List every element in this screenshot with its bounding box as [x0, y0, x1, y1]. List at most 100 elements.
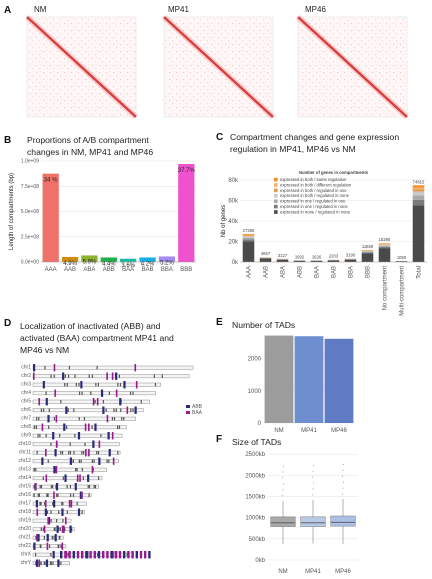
- cytoband: [115, 408, 117, 412]
- chrx-region: [114, 551, 117, 559]
- cytoband: [91, 374, 93, 378]
- baa-region: [98, 440, 101, 448]
- panel-d-karyotype: chr1 chr2 chr3 chr4 chr5 chr6 chr7 chr8 chr9 chr1…: [18, 364, 203, 567]
- cytoband: [72, 459, 74, 463]
- cytoband: [95, 383, 97, 387]
- abb-region: [69, 457, 72, 465]
- cytoband: [140, 400, 142, 404]
- panel-e-title: Number of TADs: [232, 320, 295, 330]
- cytoband: [53, 527, 55, 531]
- chromosome-label: chr4: [21, 390, 31, 396]
- cytoband: [75, 383, 77, 387]
- abb-region: [53, 500, 56, 508]
- cytoband: [81, 510, 83, 514]
- x-tick-label: AAB: [264, 266, 270, 278]
- abb-region: [107, 432, 110, 440]
- heatmap-mp41-label: MP41: [168, 5, 189, 14]
- cytoband: [62, 476, 64, 480]
- chrx-region: [106, 551, 109, 559]
- cytoband: [59, 434, 61, 438]
- x-tick-label: BAB: [142, 267, 154, 273]
- cytoband: [64, 374, 66, 378]
- x-tick-label: BBA: [161, 267, 173, 273]
- chromosome-label: chrX: [21, 552, 32, 558]
- cytoband: [40, 408, 43, 412]
- chromosome-ideogram: [32, 399, 150, 404]
- cytoband: [54, 527, 56, 531]
- cytoband: [88, 485, 91, 489]
- cytoband: [58, 544, 60, 548]
- cytoband: [88, 493, 90, 497]
- panel-d-title-line3: MP46 vs NM: [20, 345, 69, 355]
- y-tick-label: 7.5e+08: [21, 184, 39, 190]
- cytoband: [60, 561, 62, 565]
- chrx-region: [131, 551, 134, 559]
- cytoband: [39, 485, 41, 489]
- legend-label: expressed in both / regulated in one: [280, 188, 347, 193]
- cytoband: [64, 383, 66, 387]
- cytoband: [50, 485, 52, 489]
- bar: [294, 336, 324, 423]
- baa-region: [111, 372, 114, 380]
- cytoband: [36, 417, 38, 421]
- chromosome-ideogram: [32, 374, 190, 379]
- abb-region: [52, 551, 55, 559]
- y-tick-label: 20k: [228, 240, 239, 246]
- chrx-region: [102, 551, 105, 559]
- baa-region: [85, 449, 87, 457]
- baa-region: [55, 440, 58, 448]
- bar-segment: [344, 259, 357, 262]
- bar-total-label: 18295: [379, 237, 391, 242]
- chromosome-label: chr9: [21, 433, 31, 439]
- bar-segment: [412, 195, 425, 200]
- cytoband: [69, 442, 71, 446]
- cytoband: [43, 536, 46, 540]
- baa-region: [47, 517, 49, 525]
- abb-region: [115, 372, 118, 380]
- cytoband: [44, 366, 46, 370]
- cytoband: [67, 553, 69, 557]
- bar-value-label: 5.9%: [83, 259, 97, 265]
- x-tick-label: ABB: [103, 267, 115, 273]
- chromosome-label: chr16: [18, 492, 31, 498]
- bar-segment: [310, 260, 323, 262]
- cytoband: [78, 383, 80, 387]
- y-tick-label: 2.5e+08: [21, 234, 39, 240]
- cytoband: [52, 485, 54, 489]
- chromosome-ideogram: [32, 493, 92, 498]
- abb-region: [56, 525, 59, 533]
- legend-label: expressed in one / regulated in none: [280, 204, 348, 209]
- heatmap-mp46-label: MP46: [305, 5, 326, 14]
- abb-region: [64, 474, 67, 482]
- chromosome-ideogram: [32, 476, 103, 481]
- outlier-point: [312, 488, 314, 490]
- legend-swatch: [274, 199, 278, 203]
- x-tick-label: BAB: [332, 266, 338, 278]
- chromosome-label: chr20: [18, 526, 31, 532]
- x-tick-label: BBB: [366, 266, 372, 278]
- chrx-region: [64, 551, 67, 559]
- cytoband: [96, 451, 98, 455]
- chromosome-ideogram: [32, 391, 156, 396]
- cytoband: [69, 485, 72, 489]
- baa-region: [111, 432, 114, 440]
- x-tick-label: AAB: [64, 267, 76, 273]
- baa-region: [84, 423, 87, 431]
- chromosome-ideogram: [32, 433, 123, 438]
- chromosome-ideogram: [32, 518, 72, 523]
- chromosome-label: chr21: [18, 535, 31, 541]
- cytoband: [35, 553, 37, 557]
- y-tick-label: 0.0e+00: [21, 260, 39, 266]
- abb-region: [62, 372, 65, 380]
- chromosome-label: chr3: [21, 382, 31, 388]
- panel-a-label: A: [4, 5, 11, 16]
- baa-region: [34, 483, 37, 491]
- cytoband: [59, 527, 61, 531]
- cytoband: [33, 485, 35, 489]
- chromosome-label: chr8: [21, 424, 31, 430]
- abb-region: [77, 508, 81, 516]
- baa-region: [38, 398, 41, 406]
- cytoband: [47, 459, 49, 463]
- bar-segment: [412, 191, 425, 196]
- legend-label: expressed in both / different regulation: [280, 182, 352, 187]
